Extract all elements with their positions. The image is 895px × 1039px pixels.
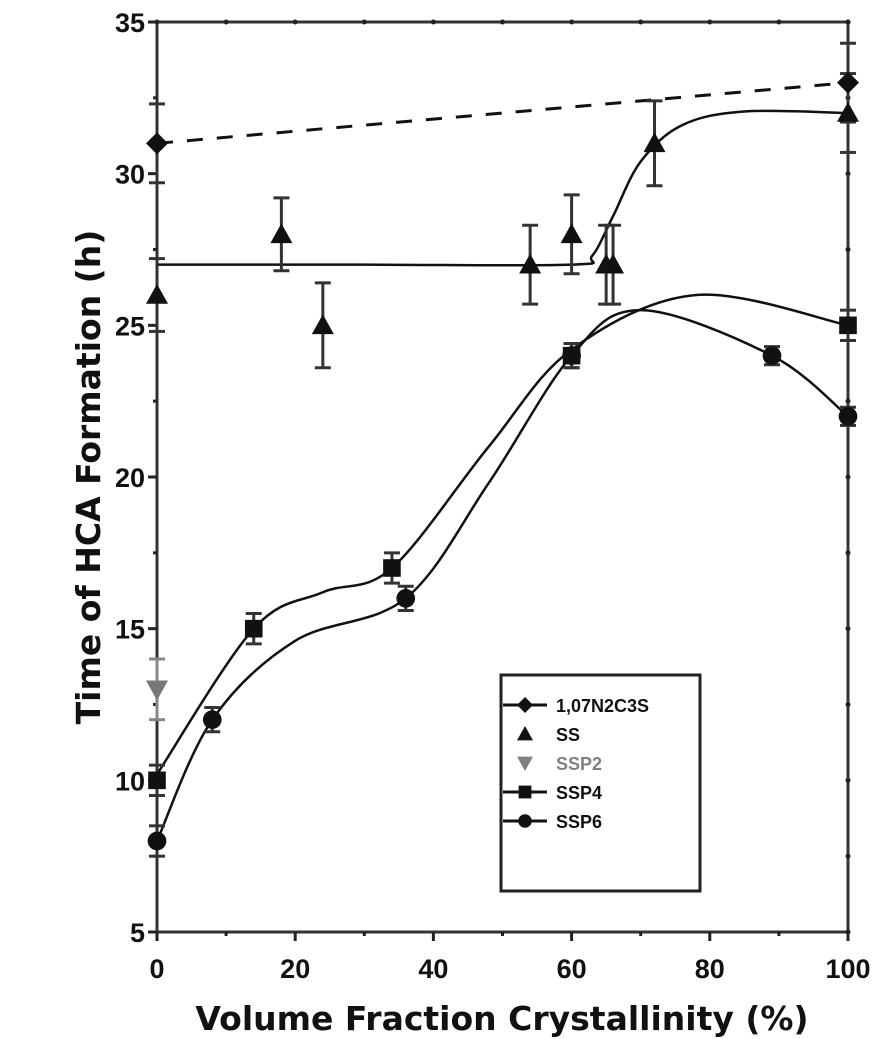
data-markers (146, 71, 859, 851)
triangle-down-marker (517, 756, 533, 771)
circle-marker (147, 831, 167, 851)
y-minor-dot (845, 777, 851, 783)
y-minor-dot (845, 626, 851, 632)
y-minor-dot (845, 247, 851, 252)
diamond-marker (837, 71, 859, 94)
x-tick-label: 100 (825, 954, 870, 984)
y-tick-label: 35 (115, 8, 145, 38)
x-tick-label: 0 (149, 954, 164, 984)
triangle-up-marker (146, 284, 168, 304)
legend-label: SSP4 (556, 783, 602, 803)
y-minor-dot (845, 19, 851, 25)
x-axis-title: Volume Fraction Crystallinity (%) (195, 999, 808, 1038)
triangle-down-marker (146, 680, 168, 701)
y-minor-dot (845, 474, 851, 480)
legend-label: SSP2 (556, 754, 602, 774)
y-tick-label: 5 (130, 918, 145, 948)
y-minor-dot (845, 702, 851, 707)
x-minor-dot (223, 19, 229, 25)
axis-ticks (148, 19, 851, 941)
diamond-marker (146, 132, 168, 155)
triangle-up-marker (560, 223, 583, 244)
x-minor-dot (707, 19, 713, 25)
triangle-up-marker (311, 314, 334, 335)
x-minor-dot (569, 19, 575, 25)
y-tick-label: 30 (115, 160, 145, 190)
circle-marker (562, 346, 581, 366)
x-minor-dot (500, 19, 505, 25)
y-tick-label: 10 (115, 766, 145, 796)
legend-label: SS (556, 725, 580, 745)
square-marker (839, 316, 857, 335)
legend-box (499, 673, 702, 893)
x-minor-dot (776, 19, 782, 25)
circle-marker (396, 588, 416, 608)
y-minor-dot (845, 929, 851, 935)
x-minor-dot (430, 19, 436, 25)
diamond-marker (517, 697, 533, 713)
legend-item: SSP2 (517, 754, 602, 774)
x-minor-dot (292, 19, 298, 25)
triangle-up-marker (517, 726, 533, 741)
triangle-up-marker (837, 102, 859, 122)
legend-item: SSP4 (503, 783, 602, 803)
x-tick-label: 80 (695, 954, 725, 984)
square-marker (518, 785, 532, 799)
ssp6-fit-curve (155, 308, 849, 842)
legend-item: SSP6 (503, 812, 602, 832)
triangle-up-marker (519, 253, 542, 274)
circle-marker (762, 346, 782, 366)
square-marker (383, 559, 401, 577)
x-minor-dot (638, 19, 644, 25)
square-marker (244, 619, 263, 638)
y-tick-label: 15 (115, 615, 145, 645)
square-marker (148, 771, 166, 790)
x-tick-label: 40 (418, 954, 448, 984)
y-minor-dot (845, 398, 851, 404)
triangle-up-marker (602, 253, 625, 274)
circle-marker (838, 406, 858, 426)
triangle-up-marker (270, 223, 293, 244)
ss-fit-curve (157, 109, 849, 267)
circle-marker (518, 814, 532, 828)
circle-marker (202, 710, 222, 730)
legend-label: 1,07N2C3S (556, 696, 649, 716)
y-minor-dot (845, 853, 851, 859)
y-minor-dot (845, 550, 851, 556)
dashed-fit-line (156, 81, 849, 145)
y-tick-label: 25 (115, 311, 145, 341)
x-minor-dot (361, 19, 367, 25)
y-minor-dot (845, 171, 851, 177)
y-axis-tick-labels: 5 10 15 20 25 30 35 (115, 8, 145, 948)
y-axis-title: Time of HCA Formation (h) (69, 230, 108, 725)
x-tick-label: 20 (280, 954, 310, 984)
legend: 1,07N2C3S SS SSP2 SSP4 SSP6 (499, 673, 702, 893)
legend-item: 1,07N2C3S (503, 696, 649, 716)
y-tick-label: 20 (115, 463, 145, 493)
legend-item: SS (517, 725, 580, 745)
x-tick-label: 60 (557, 954, 587, 984)
triangle-up-marker (643, 132, 666, 153)
x-axis-tick-labels: 0 20 40 60 80 100 (149, 954, 870, 984)
legend-label: SSP6 (556, 812, 602, 832)
